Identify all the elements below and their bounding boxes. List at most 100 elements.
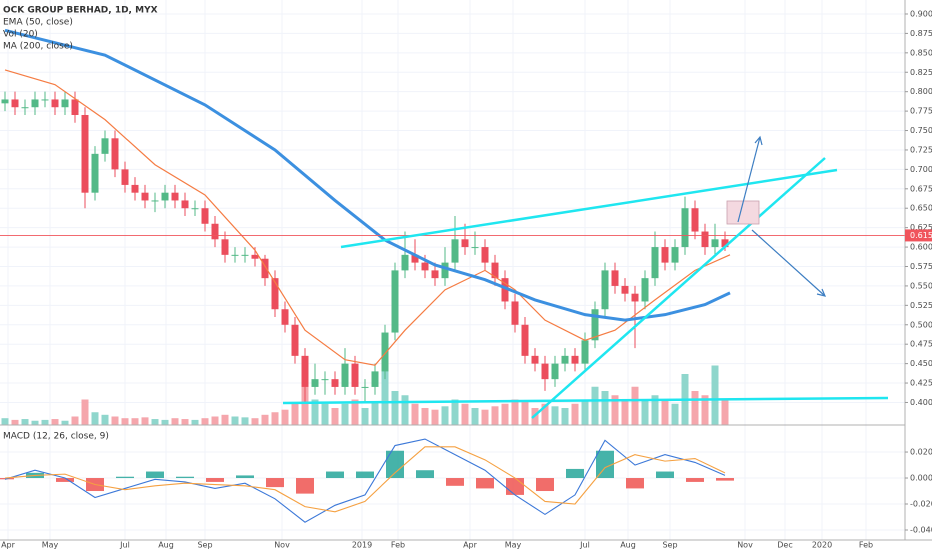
- candle-body: [301, 355, 309, 387]
- legend-ma: MA (200, close): [3, 42, 73, 52]
- macd-histogram-bar: [176, 476, 194, 479]
- legend-ema: EMA (50, close): [3, 18, 73, 28]
- y-tick-label: -0.040: [910, 525, 932, 534]
- volume-bar: [101, 414, 109, 425]
- candle-body: [451, 239, 459, 263]
- y-tick-label: 0.425: [910, 379, 932, 388]
- y-tick-label: 0.750: [910, 126, 932, 135]
- volume-bar: [391, 391, 399, 425]
- candle-body: [481, 247, 489, 263]
- macd-histogram-bar: [326, 471, 344, 479]
- candle-body: [551, 363, 559, 380]
- volume-bar: [611, 395, 619, 425]
- candle-body: [701, 231, 709, 248]
- candle-body: [591, 309, 599, 341]
- indicators: [0, 28, 905, 366]
- candle-body: [491, 262, 499, 279]
- volume-bar: [411, 403, 419, 425]
- macd-histogram-bar: [56, 478, 74, 482]
- macd-histogram-bar: [686, 478, 704, 482]
- candle-body: [571, 355, 579, 364]
- candle-body: [91, 153, 99, 193]
- candle-body: [581, 340, 589, 364]
- candle-body: [641, 278, 649, 302]
- volume-bar: [561, 408, 569, 425]
- symbol-title: OCK GROUP BERHAD, 1D, MYX: [3, 6, 158, 16]
- macd-histogram-bar: [116, 476, 134, 479]
- candle-body: [321, 379, 329, 381]
- y-tick-label: 0.850: [910, 48, 932, 57]
- y-tick-label: 0.625: [910, 223, 932, 232]
- x-tick-label: May: [42, 541, 59, 550]
- volume-bar: [61, 420, 69, 425]
- candle-body: [311, 379, 319, 387]
- volume-bar: [31, 420, 39, 425]
- x-tick-label: Jul: [579, 541, 590, 550]
- volume-bar: [601, 391, 609, 425]
- y-tick-label: 0.550: [910, 281, 932, 290]
- indicator-line: [4, 28, 731, 322]
- volume-bar: [211, 416, 219, 425]
- candle-body: [711, 239, 719, 248]
- y-tick-label: 0.500: [910, 320, 932, 329]
- x-tick-label: Dec: [777, 541, 792, 550]
- candle-body: [471, 247, 479, 249]
- macd-line: [4, 446, 726, 513]
- x-tick-label: 2019: [352, 541, 372, 550]
- macd-histogram-bar: [566, 468, 584, 479]
- macd-histogram-bar: [416, 470, 434, 479]
- y-tick-label: 0.725: [910, 145, 932, 154]
- volume-bar: [251, 418, 259, 425]
- candle-body: [61, 99, 69, 108]
- candle-body: [611, 270, 619, 286]
- candle-body: [361, 386, 369, 388]
- macd-histogram-bar: [716, 478, 734, 481]
- candle-body: [221, 239, 229, 255]
- x-tick-label: Sep: [662, 541, 677, 550]
- x-tick-label: Aug: [158, 541, 174, 550]
- trendline: [282, 396, 889, 405]
- volume-bar: [161, 419, 169, 425]
- y-tick-label: 0.000: [910, 474, 932, 483]
- volume-bar: [351, 399, 359, 425]
- macd-histogram-bar: [356, 471, 374, 479]
- candle-body: [501, 278, 509, 302]
- macd-histogram-bar: [266, 478, 284, 488]
- candle-body: [151, 200, 159, 202]
- candle-body: [411, 254, 419, 263]
- volume-bar: [131, 418, 139, 425]
- volume-bar: [451, 399, 459, 425]
- volume-bar: [71, 416, 79, 425]
- candle-body: [461, 239, 469, 248]
- candle-body: [381, 332, 389, 372]
- candle-body: [291, 324, 299, 356]
- candle-body: [681, 208, 689, 248]
- y-tick-label: 0.575: [910, 262, 932, 271]
- volume-bar: [41, 419, 49, 425]
- candle-body: [541, 363, 549, 380]
- volume-bar: [381, 369, 389, 425]
- volume-bar: [321, 403, 329, 425]
- candle-body: [371, 371, 379, 387]
- y-tick-label: 0.650: [910, 204, 932, 213]
- volume-bar: [111, 416, 119, 425]
- candle-body: [431, 270, 439, 279]
- volume-bar: [621, 399, 629, 425]
- volume-bar: [121, 418, 129, 425]
- candle-body: [511, 301, 519, 325]
- candle-body: [661, 247, 669, 263]
- volume-bar: [371, 401, 379, 425]
- candle-body: [241, 254, 249, 256]
- volume-bar: [261, 414, 269, 425]
- volume-bar: [461, 403, 469, 425]
- candle-body: [181, 200, 189, 209]
- volume-bar: [331, 408, 339, 425]
- volume-bar: [191, 419, 199, 425]
- candle-body: [281, 309, 289, 325]
- candle-body: [51, 99, 59, 108]
- candle-body: [141, 192, 149, 201]
- volume-bar: [711, 365, 719, 425]
- legend-volume: Vol (20): [3, 30, 38, 40]
- candle-body: [351, 363, 359, 387]
